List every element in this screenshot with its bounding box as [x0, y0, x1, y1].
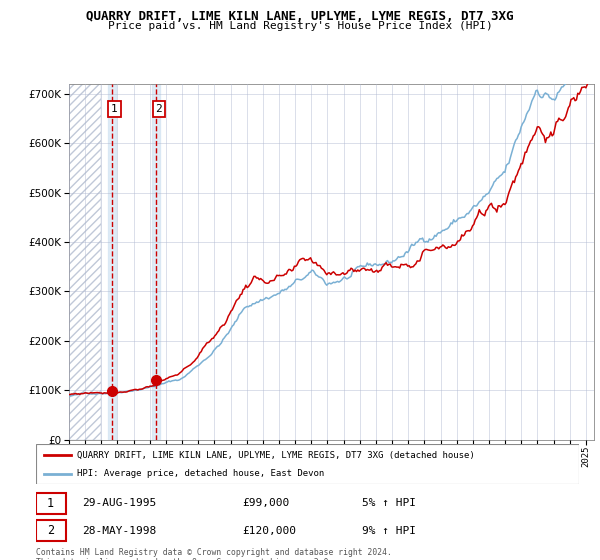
- Text: 1: 1: [47, 497, 54, 510]
- Text: Contains HM Land Registry data © Crown copyright and database right 2024.
This d: Contains HM Land Registry data © Crown c…: [36, 548, 392, 560]
- Text: £99,000: £99,000: [242, 498, 290, 508]
- Text: 28-MAY-1998: 28-MAY-1998: [82, 526, 157, 535]
- Bar: [108, 84, 116, 440]
- Text: 29-AUG-1995: 29-AUG-1995: [82, 498, 157, 508]
- Text: 5% ↑ HPI: 5% ↑ HPI: [362, 498, 416, 508]
- Text: 1: 1: [111, 104, 118, 114]
- Bar: [69, 84, 101, 440]
- Text: 2: 2: [155, 104, 162, 114]
- Text: 2: 2: [47, 524, 54, 537]
- Bar: [152, 84, 160, 440]
- Text: Price paid vs. HM Land Registry's House Price Index (HPI): Price paid vs. HM Land Registry's House …: [107, 21, 493, 31]
- Bar: [36, 493, 66, 514]
- Text: 9% ↑ HPI: 9% ↑ HPI: [362, 526, 416, 535]
- Text: £120,000: £120,000: [242, 526, 296, 535]
- Text: QUARRY DRIFT, LIME KILN LANE, UPLYME, LYME REGIS, DT7 3XG: QUARRY DRIFT, LIME KILN LANE, UPLYME, LY…: [86, 10, 514, 23]
- Text: QUARRY DRIFT, LIME KILN LANE, UPLYME, LYME REGIS, DT7 3XG (detached house): QUARRY DRIFT, LIME KILN LANE, UPLYME, LY…: [77, 450, 475, 459]
- Text: HPI: Average price, detached house, East Devon: HPI: Average price, detached house, East…: [77, 469, 324, 478]
- Bar: [36, 520, 66, 541]
